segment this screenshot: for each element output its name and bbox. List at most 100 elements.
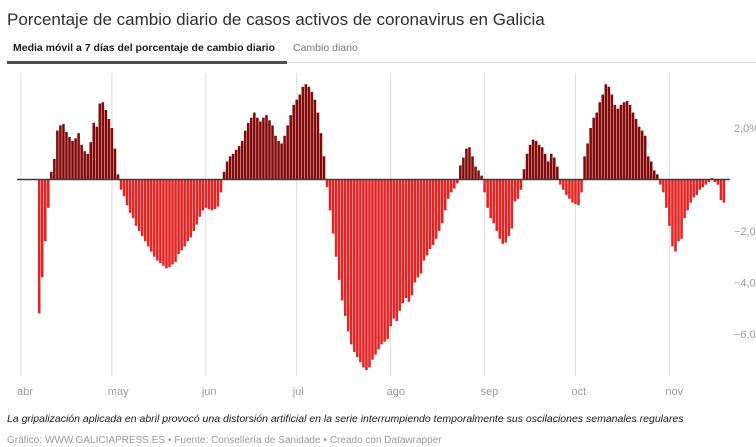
- bar: [701, 179, 705, 188]
- bar: [719, 179, 723, 201]
- bar: [428, 179, 432, 250]
- bar: [468, 147, 471, 180]
- bar: [343, 179, 347, 316]
- bar: [431, 179, 435, 246]
- bar: [410, 179, 414, 296]
- bar: [419, 179, 423, 274]
- bar: [380, 179, 383, 345]
- bar: [204, 179, 208, 208]
- bar: [450, 179, 453, 193]
- bar: [531, 139, 535, 180]
- bar: [549, 153, 553, 180]
- bar: [422, 179, 426, 261]
- bar: [319, 133, 323, 180]
- bar: [198, 179, 202, 217]
- bar: [492, 179, 495, 224]
- bar: [565, 179, 568, 195]
- bar: [140, 179, 144, 237]
- bar: [346, 179, 350, 332]
- bar: [192, 179, 196, 231]
- bar: [89, 142, 92, 180]
- bar: [262, 117, 265, 180]
- bar: [622, 102, 626, 180]
- bar: [280, 143, 283, 180]
- bar: [413, 179, 417, 283]
- tab-cambio-diario[interactable]: Cambio diario: [293, 42, 358, 54]
- y-axis-label: −4,0: [734, 278, 756, 290]
- bar: [365, 179, 368, 371]
- bar: [722, 179, 726, 203]
- bar: [540, 147, 544, 180]
- bar: [350, 179, 353, 345]
- byline-datawrapper-link[interactable]: Creado con Datawrapper: [329, 435, 442, 446]
- bar: [571, 179, 574, 203]
- chart-area: abr may jun jul ago sep oct nov 2,0% −2,0 −4,0 −6,0: [7, 63, 756, 409]
- byline: Gráfico: WWW.GALICIAPRESS.ES • Fuente: Con…: [7, 435, 756, 446]
- bar: [559, 179, 562, 185]
- byline-grafico-label: Gráfico:: [7, 435, 43, 446]
- bar: [65, 131, 68, 180]
- bar: [289, 115, 292, 180]
- bar: [231, 153, 235, 180]
- bar: [489, 179, 492, 219]
- bar: [516, 179, 520, 199]
- bar: [162, 179, 165, 266]
- tab-media-movil[interactable]: Media móvil a 7 días del porcentaje de c…: [7, 42, 287, 64]
- bar: [404, 179, 408, 298]
- bar: [201, 179, 205, 211]
- bar: [665, 179, 668, 208]
- bar: [83, 151, 86, 180]
- bar: [595, 112, 598, 180]
- bar: [543, 153, 547, 180]
- bar: [519, 179, 523, 190]
- bar: [250, 117, 253, 180]
- bar: [610, 94, 614, 180]
- bar: [395, 179, 399, 322]
- bar: [168, 179, 171, 268]
- bar: [116, 174, 120, 180]
- bar: [134, 179, 138, 226]
- bar: [425, 179, 429, 256]
- x-axis-label: jun: [201, 386, 217, 398]
- bar: [537, 144, 541, 180]
- bar: [471, 156, 474, 180]
- bar: [325, 179, 329, 188]
- bar: [583, 156, 586, 180]
- bar: [592, 117, 595, 180]
- bar: [353, 179, 356, 353]
- bar: [253, 112, 256, 180]
- bar: [74, 138, 77, 180]
- bar: [383, 179, 386, 342]
- page-title: Porcentaje de cambio diario de casos act…: [7, 10, 545, 29]
- bar: [189, 179, 192, 238]
- bar: [165, 179, 168, 269]
- bar: [216, 179, 220, 207]
- bar: [522, 169, 526, 180]
- bar: [180, 179, 183, 251]
- bar: [356, 179, 359, 358]
- bar: [607, 86, 611, 180]
- bar: [574, 179, 577, 204]
- bar: [604, 84, 608, 180]
- byline-fuente-text: • Fuente: Consellería de Sanidade •: [168, 435, 327, 446]
- bar: [698, 179, 701, 190]
- tab-bar: Media móvil a 7 días del porcentaje de c…: [7, 42, 756, 64]
- bar: [243, 130, 247, 180]
- bar: [456, 179, 459, 184]
- bar: [310, 91, 314, 180]
- bar: [174, 179, 177, 262]
- bar: [713, 179, 717, 183]
- bar: [462, 157, 465, 180]
- bar: [56, 130, 59, 180]
- byline-source-link[interactable]: WWW.GALICIAPRESS.ES: [45, 435, 166, 446]
- x-axis-label: abr: [17, 386, 33, 398]
- bar: [577, 179, 580, 206]
- bar: [122, 179, 126, 197]
- bar: [671, 179, 674, 247]
- bar: [177, 179, 180, 255]
- bar: [649, 161, 653, 180]
- bar: [98, 103, 102, 180]
- bar: [407, 179, 411, 302]
- bar: [674, 179, 677, 252]
- bar: [71, 140, 74, 180]
